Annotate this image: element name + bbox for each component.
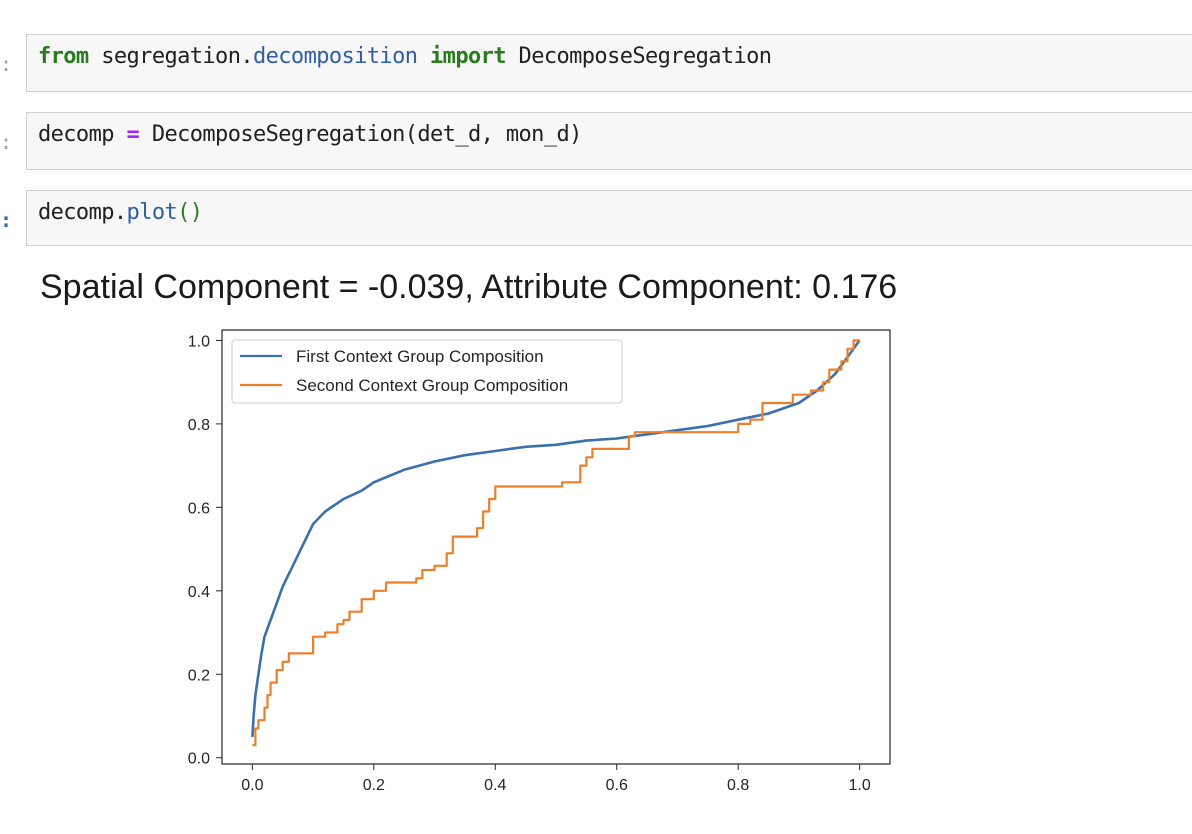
object-name: decomp. xyxy=(38,200,127,225)
x-tick-label: 1.0 xyxy=(849,777,871,794)
method-name: plot xyxy=(126,200,178,225)
y-tick-label: 0.8 xyxy=(188,417,210,434)
assign-value: DecomposeSegregation(det_d, mon_d) xyxy=(139,122,583,147)
keyword-from: from xyxy=(38,44,89,69)
x-tick-label: 0.4 xyxy=(484,777,506,794)
module-path: segregation. xyxy=(88,44,253,69)
code-line: decomp.plot() xyxy=(38,200,203,226)
legend-label-second: Second Context Group Composition xyxy=(296,376,568,395)
legend: First Context Group Composition Second C… xyxy=(231,339,623,404)
axes-ticks: 0.0 0.2 0.4 0.6 0.8 1.0 0.0 0.2 0.4 0.6 0.8 1.0 xyxy=(188,333,871,794)
keyword-import: import xyxy=(430,44,506,69)
imported-name: DecomposeSegregation xyxy=(505,44,773,69)
assign-target: decomp xyxy=(38,122,127,147)
series-line-first-context xyxy=(251,339,861,737)
x-tick-label: 0.2 xyxy=(363,777,385,794)
cell-prompt: : xyxy=(0,130,13,154)
call-parens: () xyxy=(177,200,203,225)
plot-area xyxy=(221,329,891,765)
figure-title: Spatial Component = -0.039, Attribute Co… xyxy=(40,268,898,306)
code-line: decomp = DecomposeSegregation(det_d, mon… xyxy=(38,122,582,148)
code-cell-plot[interactable]: : decomp.plot() xyxy=(0,190,1192,246)
code-line: from segregation.decomposition import De… xyxy=(38,44,773,70)
series-layer xyxy=(251,339,861,747)
x-tick-label: 0.6 xyxy=(606,777,628,794)
cell-prompt-active: : xyxy=(0,208,13,232)
y-tick-label: 0.4 xyxy=(188,584,210,601)
y-tick-label: 1.0 xyxy=(188,333,210,350)
y-tick-label: 0.6 xyxy=(188,500,210,517)
y-tick-label: 0.0 xyxy=(188,751,210,768)
code-cell-decompose[interactable]: : decomp = DecomposeSegregation(det_d, m… xyxy=(0,112,1192,170)
series-line-second-context xyxy=(252,339,860,747)
assign-operator: = xyxy=(126,122,140,147)
legend-label-first: First Context Group Composition xyxy=(296,347,544,366)
x-tick-label: 0.0 xyxy=(241,777,263,794)
code-cell-import[interactable]: : from segregation.decomposition import … xyxy=(0,34,1192,92)
legend-box xyxy=(231,339,623,404)
code-input[interactable]: decomp.plot() xyxy=(26,190,1192,246)
y-tick-label: 0.2 xyxy=(188,667,210,684)
code-input[interactable]: from segregation.decomposition import De… xyxy=(26,34,1192,92)
cell-prompt: : xyxy=(0,52,13,76)
x-tick-label: 0.8 xyxy=(727,777,749,794)
submodule-name: decomposition xyxy=(252,44,418,69)
code-input[interactable]: decomp = DecomposeSegregation(det_d, mon… xyxy=(26,112,1192,170)
